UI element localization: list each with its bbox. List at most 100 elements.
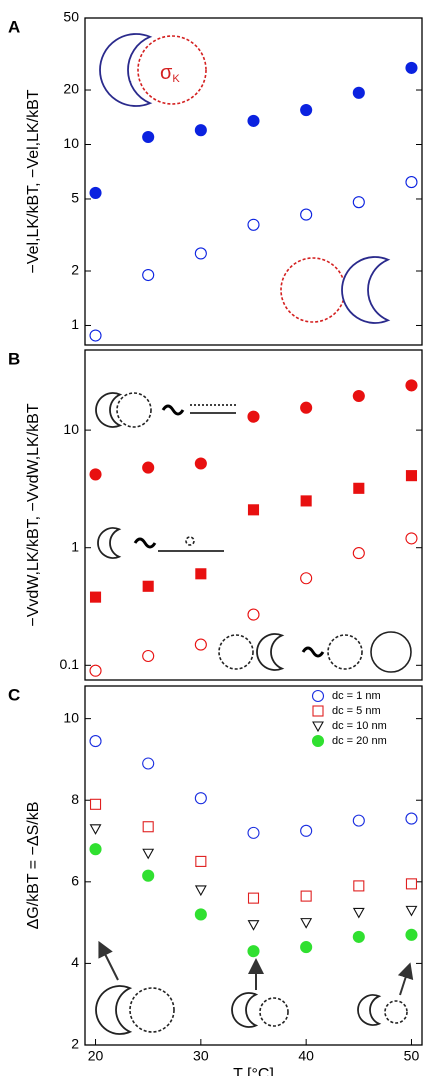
y-tick-label: 8 xyxy=(71,791,79,807)
dashed-circle xyxy=(218,634,254,670)
dashed-circle xyxy=(129,987,175,1033)
dashed-circle xyxy=(280,257,346,323)
data-point xyxy=(195,855,207,867)
data-point xyxy=(89,329,102,342)
data-point xyxy=(194,247,207,260)
y-axis-label: −VvdW,LK/kBT, −VvdW,LK/kBT xyxy=(25,403,42,626)
x-tick-label: 30 xyxy=(193,1048,209,1064)
y-tick-label: 5 xyxy=(71,190,79,206)
data-point xyxy=(405,61,418,74)
data-point xyxy=(247,945,260,958)
data-point xyxy=(247,892,260,904)
legend-marker xyxy=(311,689,325,703)
crescent xyxy=(341,256,391,324)
data-point xyxy=(300,941,313,954)
data-point xyxy=(405,379,418,392)
data-point xyxy=(247,826,260,839)
annotation-symbol: σ xyxy=(160,62,173,84)
panel-label: A xyxy=(8,17,20,36)
data-point xyxy=(247,410,260,423)
data-point xyxy=(142,268,155,282)
x-axis-label: T [°C] xyxy=(233,1066,274,1076)
data-point xyxy=(142,461,155,474)
data-point xyxy=(300,495,312,507)
data-point xyxy=(353,880,365,892)
data-point xyxy=(142,757,155,770)
data-point xyxy=(247,608,260,621)
crescent xyxy=(95,392,123,428)
data-point xyxy=(300,401,313,414)
data-point xyxy=(89,798,102,810)
data-point xyxy=(194,638,207,651)
tilde xyxy=(161,404,185,416)
panel-label: B xyxy=(8,349,20,368)
plot-frame xyxy=(84,685,423,1046)
crescent xyxy=(256,633,285,671)
data-point xyxy=(352,547,365,560)
data-point xyxy=(194,792,207,805)
data-point xyxy=(300,918,313,929)
y-tick-label: 6 xyxy=(71,873,79,889)
circle xyxy=(370,631,412,673)
data-point xyxy=(89,186,102,199)
dashed-circle xyxy=(384,1000,408,1024)
data-point xyxy=(194,908,207,921)
y-tick-label: 0.1 xyxy=(60,656,80,672)
data-point xyxy=(89,664,102,677)
data-point xyxy=(405,905,418,917)
data-point xyxy=(352,907,365,919)
panel-label: C xyxy=(8,685,20,704)
data-point xyxy=(300,104,313,117)
data-point xyxy=(300,208,313,221)
data-point xyxy=(405,532,418,545)
data-point xyxy=(194,885,207,897)
insets xyxy=(95,33,414,1035)
data-point xyxy=(405,176,418,189)
plot-frame xyxy=(84,349,423,681)
data-point xyxy=(142,580,154,592)
arrow xyxy=(397,962,414,996)
crescent xyxy=(95,985,133,1035)
data-point xyxy=(352,814,365,827)
tilde xyxy=(133,537,157,549)
y-tick-label: 10 xyxy=(63,709,79,725)
y-tick-label: 10 xyxy=(63,421,79,437)
data-point xyxy=(300,890,312,902)
plot-frame xyxy=(84,17,423,346)
annotation-subscript: K xyxy=(172,73,180,85)
crescent xyxy=(97,527,122,559)
data-point xyxy=(247,504,260,516)
y-tick-label: 1 xyxy=(71,316,79,332)
data-point xyxy=(247,218,260,231)
x-tick-label: 40 xyxy=(298,1048,314,1064)
data-point xyxy=(142,848,155,860)
y-axis-label: ΔG/kBT = −ΔS/kB xyxy=(25,802,42,930)
data-point xyxy=(89,591,102,603)
data-point xyxy=(194,124,207,137)
y-axis-label: −Vel,LK/kBT, −Vel,LK/kBT xyxy=(25,89,42,273)
legend-label: dc = 10 nm xyxy=(332,720,387,732)
data-point xyxy=(405,928,418,941)
data-point xyxy=(405,470,418,482)
x-tick-label: 50 xyxy=(404,1048,420,1064)
y-tick-label: 50 xyxy=(63,9,79,25)
crescent xyxy=(357,994,382,1026)
data-point xyxy=(89,843,102,856)
tilde xyxy=(301,646,325,658)
data-point xyxy=(89,468,102,481)
data-point xyxy=(247,114,260,127)
data-point xyxy=(300,572,313,585)
data-point xyxy=(142,869,155,882)
legend-label: dc = 20 nm xyxy=(332,735,387,747)
y-tick-label: 10 xyxy=(63,135,79,151)
data-point xyxy=(300,824,313,837)
dashed-circle xyxy=(137,35,207,105)
arrow xyxy=(98,940,119,981)
crescent xyxy=(231,992,259,1028)
x-tick-label: 20 xyxy=(88,1048,104,1064)
data-point xyxy=(353,482,365,494)
legend-label: dc = 5 nm xyxy=(332,705,381,717)
data-point xyxy=(142,649,155,663)
legend-marker xyxy=(312,721,324,733)
data-point xyxy=(352,389,365,403)
